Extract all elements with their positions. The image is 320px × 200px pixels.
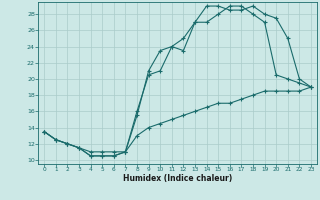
X-axis label: Humidex (Indice chaleur): Humidex (Indice chaleur) [123, 174, 232, 183]
